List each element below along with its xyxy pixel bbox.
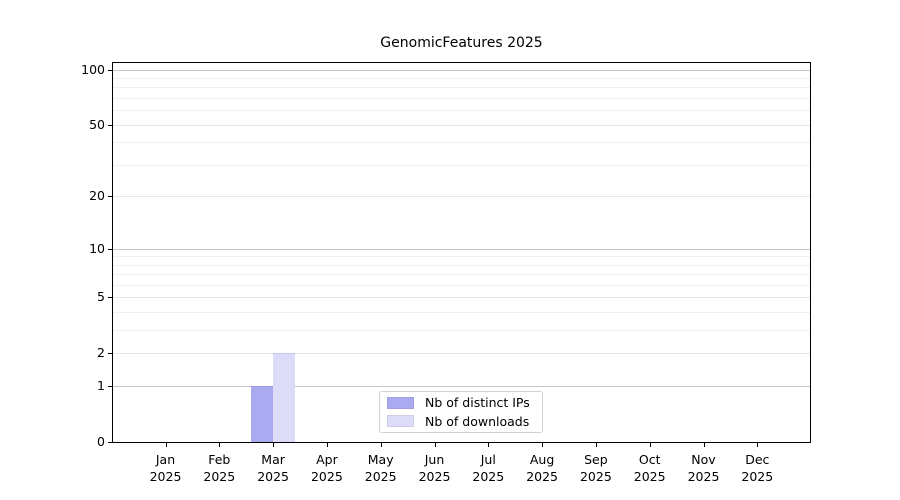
x-tick <box>649 443 651 447</box>
legend-item-distinct-ips: Nb of distinct IPs <box>387 395 542 410</box>
y-tick <box>108 297 113 299</box>
minor-gridline <box>113 330 810 332</box>
x-tick-label: Jan 2025 <box>149 452 182 484</box>
bottom-spine <box>112 442 811 443</box>
x-tick-label: Mar 2025 <box>257 452 289 484</box>
y-tick-label: 2 <box>97 345 105 361</box>
x-tick <box>595 443 597 447</box>
x-tick-label: Feb 2025 <box>203 452 236 484</box>
legend-label-distinct-ips: Nb of distinct IPs <box>425 395 530 411</box>
x-tick-label: Jul 2025 <box>472 452 505 484</box>
x-tick-label: Oct 2025 <box>633 452 666 484</box>
major-gridline <box>113 386 810 388</box>
y-tick <box>108 386 113 388</box>
x-tick <box>326 443 328 447</box>
y-tick-label: 0 <box>97 434 105 449</box>
x-tick <box>757 443 759 447</box>
y-tick <box>108 124 113 126</box>
x-tick <box>165 443 167 447</box>
x-tick <box>273 443 275 447</box>
major-gridline <box>113 196 810 198</box>
left-spine <box>112 62 113 443</box>
major-gridline <box>113 297 810 299</box>
x-tick-label: Jun 2025 <box>418 452 451 484</box>
legend-swatch-downloads <box>387 415 414 428</box>
x-tick-label: May 2025 <box>364 452 397 484</box>
y-tick <box>108 442 113 443</box>
x-tick <box>434 443 436 447</box>
y-tick-label: 50 <box>89 116 105 132</box>
y-tick-label: 100 <box>81 61 105 77</box>
x-tick-label: Aug 2025 <box>526 452 558 484</box>
y-tick-label: 10 <box>89 240 105 256</box>
plot-area <box>113 62 810 442</box>
y-tick <box>108 248 113 250</box>
minor-gridline <box>113 78 810 80</box>
y-tick <box>108 69 113 71</box>
minor-gridline <box>113 264 810 266</box>
minor-gridline <box>113 256 810 258</box>
x-tick <box>380 443 382 447</box>
top-spine <box>112 62 811 63</box>
x-tick-label: Sep 2025 <box>579 452 612 484</box>
minor-gridline <box>113 98 810 100</box>
x-tick-label: Dec 2025 <box>741 452 774 484</box>
x-tick <box>219 443 221 447</box>
minor-gridline <box>113 274 810 276</box>
legend: Nb of distinct IPs Nb of downloads <box>379 391 543 433</box>
x-tick <box>542 443 544 447</box>
y-tick-label: 1 <box>97 378 105 394</box>
major-gridline <box>113 69 810 71</box>
legend-item-downloads: Nb of downloads <box>387 414 542 429</box>
major-gridline <box>113 353 810 355</box>
x-tick <box>703 443 705 447</box>
minor-gridline <box>113 87 810 89</box>
legend-label-downloads: Nb of downloads <box>425 413 530 429</box>
bar-nb-of-distinct-ips <box>251 386 274 442</box>
minor-gridline <box>113 312 810 314</box>
bar-nb-of-downloads <box>273 353 295 442</box>
x-tick <box>488 443 490 447</box>
legend-swatch-distinct-ips <box>387 396 414 409</box>
x-tick-label: Apr 2025 <box>310 452 343 484</box>
minor-gridline <box>113 142 810 144</box>
x-tick-label: Nov 2025 <box>687 452 720 484</box>
major-gridline <box>113 248 810 250</box>
chart-title: GenomicFeatures 2025 <box>380 35 543 51</box>
y-tick-label: 5 <box>97 289 105 305</box>
minor-gridline <box>113 164 810 166</box>
major-gridline <box>113 124 810 126</box>
minor-gridline <box>113 110 810 112</box>
y-tick <box>108 196 113 198</box>
y-tick <box>108 353 113 355</box>
minor-gridline <box>113 284 810 286</box>
right-spine <box>810 62 811 443</box>
y-tick-label: 20 <box>89 188 105 204</box>
